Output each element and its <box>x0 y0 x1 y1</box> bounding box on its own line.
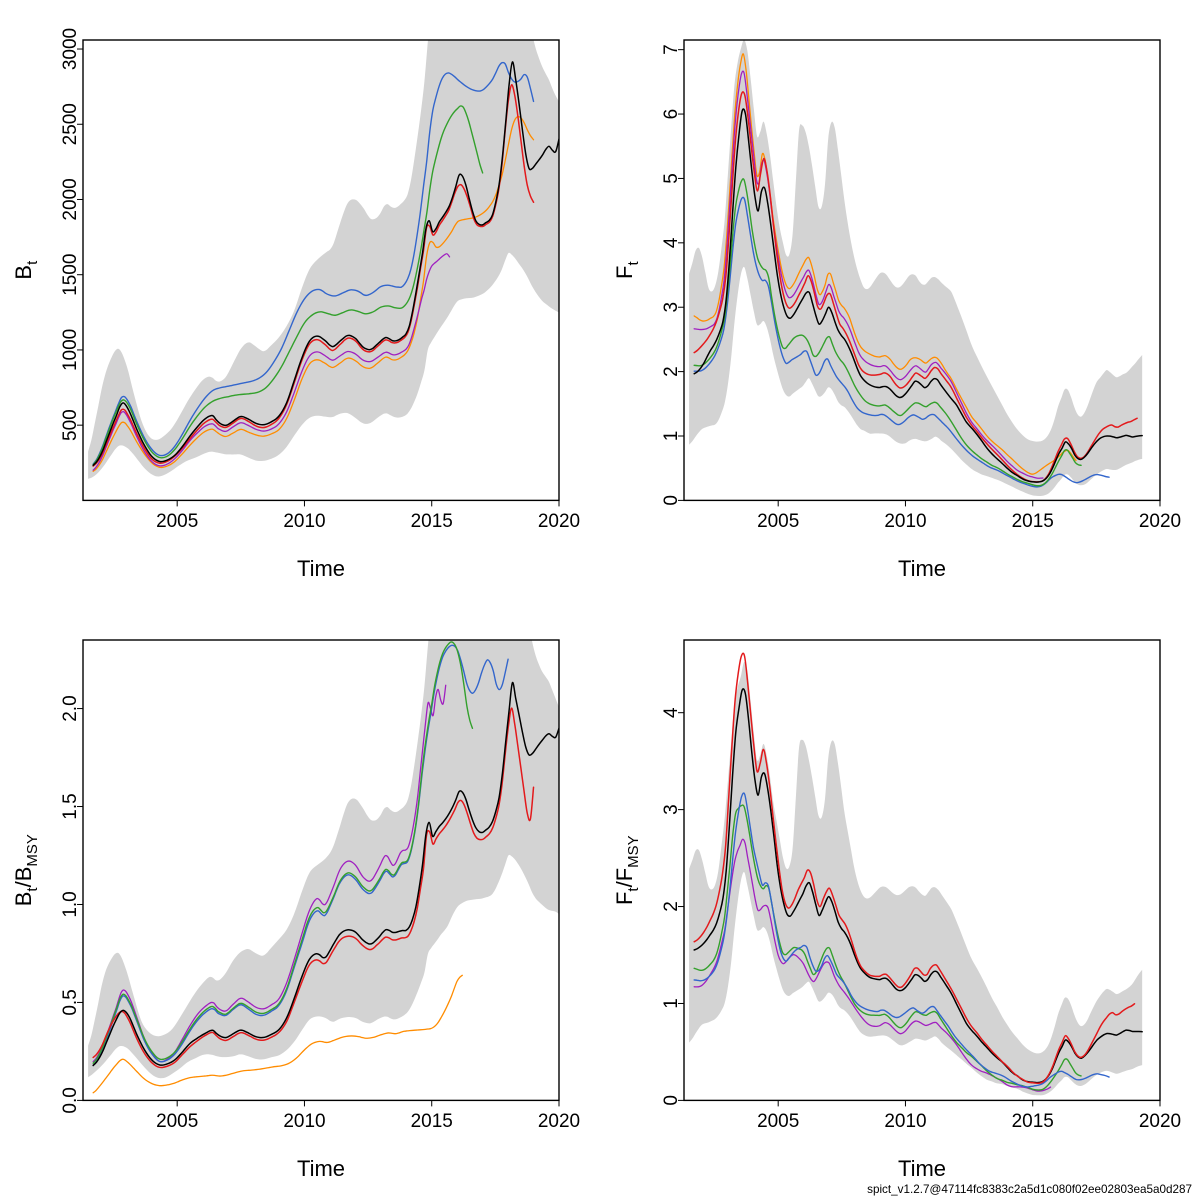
svg-text:3: 3 <box>661 804 682 815</box>
svg-text:1.0: 1.0 <box>60 891 81 917</box>
svg-text:2020: 2020 <box>538 1111 580 1132</box>
svg-text:Time: Time <box>898 556 946 581</box>
svg-text:5: 5 <box>661 173 682 184</box>
svg-text:Time: Time <box>297 556 345 581</box>
svg-text:2: 2 <box>661 901 682 912</box>
svg-text:Bt: Bt <box>11 260 42 280</box>
svg-text:0.5: 0.5 <box>60 989 81 1015</box>
svg-text:Time: Time <box>297 1156 345 1181</box>
svg-text:4: 4 <box>661 707 682 718</box>
svg-text:3000: 3000 <box>60 28 81 70</box>
svg-text:7: 7 <box>661 44 682 55</box>
svg-text:0: 0 <box>661 1095 682 1106</box>
svg-text:1: 1 <box>661 998 682 1009</box>
svg-text:Ft: Ft <box>612 260 643 278</box>
svg-text:2.0: 2.0 <box>60 695 81 721</box>
svg-text:2005: 2005 <box>156 511 198 532</box>
svg-text:2005: 2005 <box>757 1111 799 1132</box>
svg-text:2500: 2500 <box>60 103 81 145</box>
svg-text:1000: 1000 <box>60 328 81 370</box>
svg-text:Time: Time <box>898 1156 946 1181</box>
svg-text:3: 3 <box>661 302 682 313</box>
svg-text:Ft/FMSY: Ft/FMSY <box>612 835 643 905</box>
svg-text:2000: 2000 <box>60 178 81 220</box>
svg-text:0: 0 <box>661 495 682 506</box>
svg-text:2020: 2020 <box>538 511 580 532</box>
svg-text:4: 4 <box>661 237 682 248</box>
svg-text:1500: 1500 <box>60 253 81 295</box>
svg-text:2015: 2015 <box>411 511 453 532</box>
svg-text:2010: 2010 <box>884 1111 926 1132</box>
svg-text:2015: 2015 <box>411 1111 453 1132</box>
svg-text:2005: 2005 <box>757 511 799 532</box>
svg-text:2005: 2005 <box>156 1111 198 1132</box>
svg-text:2020: 2020 <box>1139 1111 1181 1132</box>
svg-text:2010: 2010 <box>284 511 326 532</box>
svg-text:1: 1 <box>661 430 682 441</box>
svg-text:500: 500 <box>60 409 81 441</box>
svg-text:2010: 2010 <box>884 511 926 532</box>
svg-text:1.5: 1.5 <box>60 793 81 819</box>
svg-text:2: 2 <box>661 366 682 377</box>
svg-text:2015: 2015 <box>1011 1111 1053 1132</box>
svg-text:6: 6 <box>661 108 682 119</box>
svg-text:0.0: 0.0 <box>60 1087 81 1113</box>
svg-text:2020: 2020 <box>1139 511 1181 532</box>
svg-text:Bt/BMSY: Bt/BMSY <box>11 834 42 906</box>
svg-text:2010: 2010 <box>284 1111 326 1132</box>
svg-text:2015: 2015 <box>1011 511 1053 532</box>
